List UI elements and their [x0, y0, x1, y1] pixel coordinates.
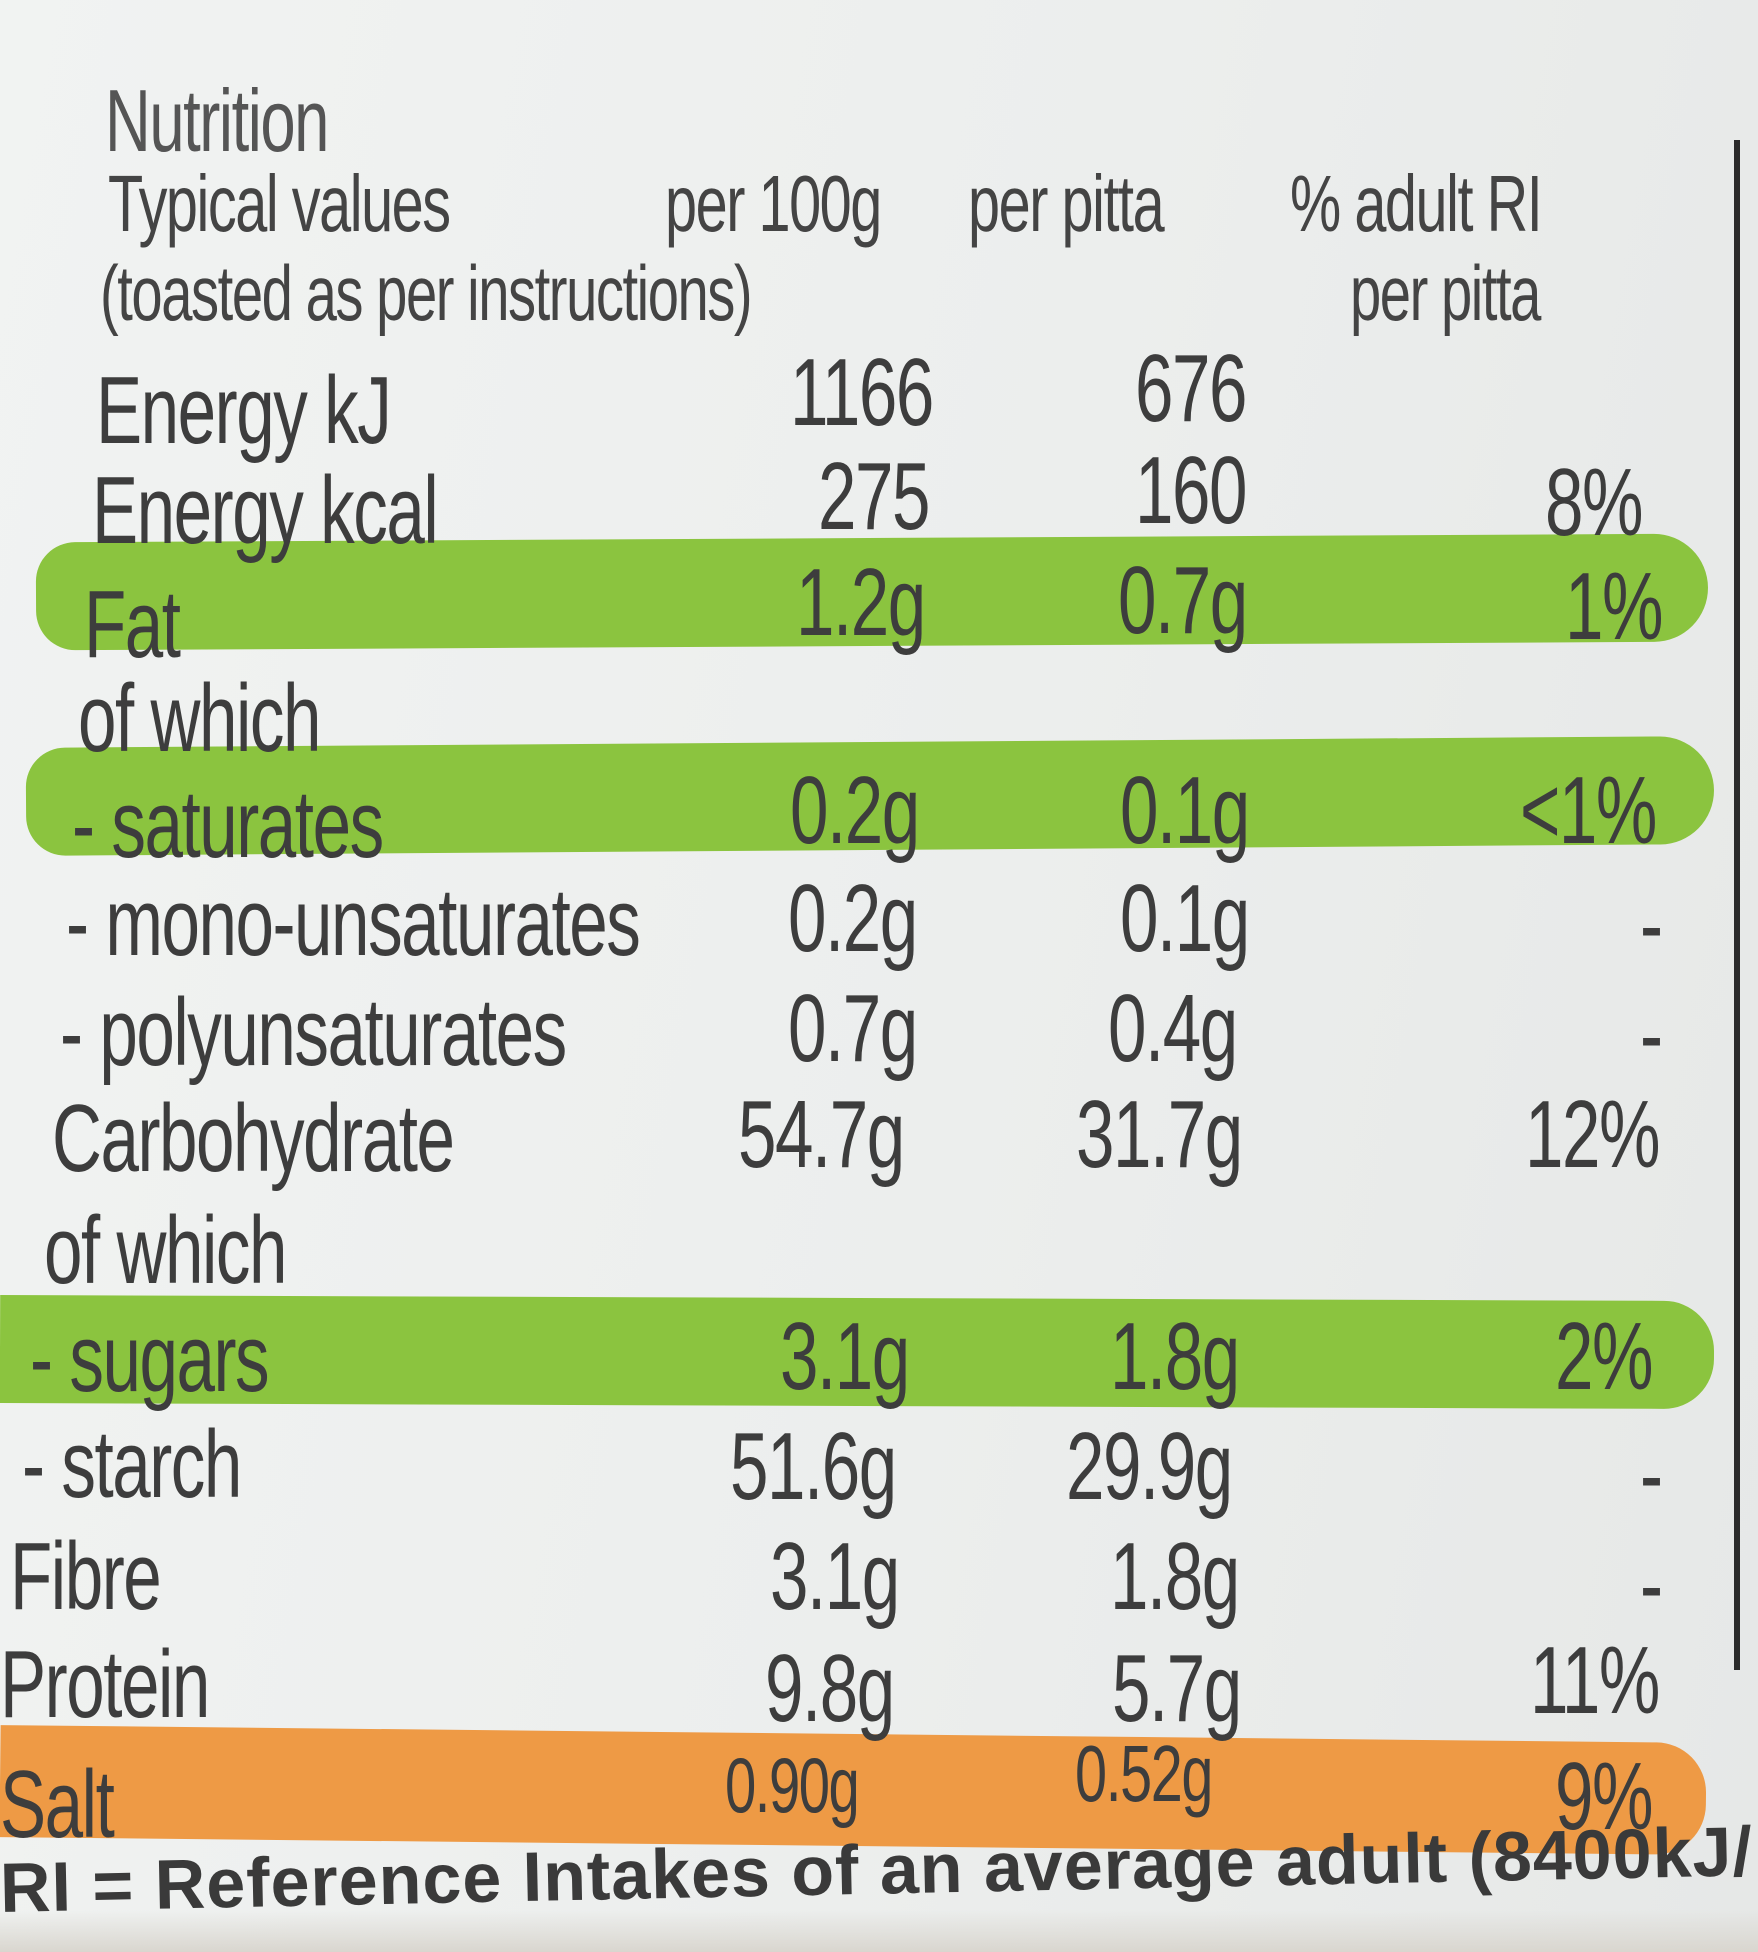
header-adult-ri: % adult RI: [1290, 159, 1543, 248]
row-ri-percent: 11%: [1530, 1627, 1660, 1734]
row-label: - mono-unsaturates: [66, 869, 641, 976]
row-label: - polyunsaturates: [60, 979, 567, 1086]
row-per-100g: 3.1g: [770, 1523, 900, 1630]
row-label: Energy kJ: [96, 357, 392, 464]
row-label: Energy kcal: [92, 457, 439, 564]
row-ri-percent: -: [1640, 1531, 1663, 1638]
row-per-pitta: 29.9g: [1066, 1413, 1233, 1520]
row-per-pitta: 0.1g: [1120, 865, 1250, 972]
row-per-pitta: 0.4g: [1108, 975, 1238, 1082]
row-per-pitta: 5.7g: [1112, 1635, 1242, 1742]
row-per-pitta: 0.1g: [1120, 757, 1250, 864]
row-label: Protein: [0, 1631, 210, 1738]
header-ri-per-pitta: per pitta: [1350, 249, 1541, 337]
row-ri-percent: <1%: [1520, 757, 1657, 864]
row-per-pitta: 1.8g: [1110, 1523, 1240, 1630]
header-typical-values: Typical values: [108, 159, 451, 248]
row-per-pitta: 0.52g: [1075, 1729, 1213, 1818]
header-per-100g: per 100g: [665, 159, 882, 248]
row-ri-percent: 2%: [1555, 1303, 1653, 1410]
row-per-100g: 51.6g: [730, 1413, 897, 1520]
header-per-pitta: per pitta: [968, 159, 1165, 248]
row-ri-percent: 12%: [1525, 1081, 1660, 1188]
row-label: Salt: [0, 1751, 115, 1858]
row-per-100g: 0.2g: [790, 757, 920, 864]
row-per-pitta: 31.7g: [1076, 1081, 1243, 1188]
row-label: Carbohydrate: [52, 1085, 455, 1192]
row-ri-percent: -: [1640, 1421, 1663, 1528]
package-edge: [0, 1910, 1758, 1952]
row-per-100g: 3.1g: [780, 1303, 910, 1410]
row-label: of which: [44, 1197, 287, 1304]
row-label: Fat: [84, 571, 181, 678]
row-label: - saturates: [72, 771, 384, 878]
row-ri-percent: 1%: [1565, 553, 1663, 660]
row-per-100g: 1166: [790, 339, 934, 446]
row-per-100g: 0.90g: [725, 1741, 860, 1829]
row-label: - starch: [22, 1411, 242, 1518]
row-per-pitta: 0.7g: [1118, 547, 1248, 654]
label-border-rule: [1734, 140, 1740, 1670]
row-label: Fibre: [10, 1523, 162, 1630]
row-per-100g: 54.7g: [738, 1081, 905, 1188]
panel-title: Nutrition: [105, 71, 329, 170]
row-per-100g: 0.2g: [788, 865, 918, 972]
row-per-100g: 0.7g: [788, 975, 918, 1082]
row-label: - sugars: [30, 1305, 270, 1412]
row-per-100g: 275: [818, 443, 930, 550]
row-per-100g: 1.2g: [796, 549, 926, 656]
row-ri-percent: -: [1640, 871, 1663, 978]
row-label: of which: [78, 665, 321, 772]
row-ri-percent: -: [1640, 981, 1663, 1088]
row-ri-percent: 9%: [1555, 1743, 1653, 1850]
row-per-pitta: 160: [1135, 437, 1247, 544]
row-ri-percent: 8%: [1545, 449, 1643, 556]
row-per-pitta: 676: [1135, 335, 1247, 442]
row-per-100g: 9.8g: [765, 1635, 895, 1742]
header-toasted-note: (toasted as per instructions): [100, 249, 753, 337]
row-per-pitta: 1.8g: [1110, 1303, 1240, 1410]
